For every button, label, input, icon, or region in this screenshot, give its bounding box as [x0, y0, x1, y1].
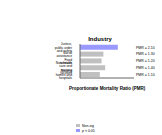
svg-text:Nursinghomes andhospitals: Nursinghomes andhospitals	[56, 69, 73, 80]
svg-text:PMR = 1.40: PMR = 1.40	[136, 66, 154, 70]
svg-text:PMR = 1.10: PMR = 1.10	[136, 73, 154, 77]
svg-text:PMR = 2.10: PMR = 2.10	[136, 46, 154, 50]
svg-text:PMR = 1.30: PMR = 1.30	[136, 52, 154, 56]
svg-text:Proportionate Mortality Ratio: Proportionate Mortality Ratio (PMR)	[69, 86, 146, 91]
svg-text:PMR = 1.20: PMR = 1.20	[136, 59, 154, 63]
